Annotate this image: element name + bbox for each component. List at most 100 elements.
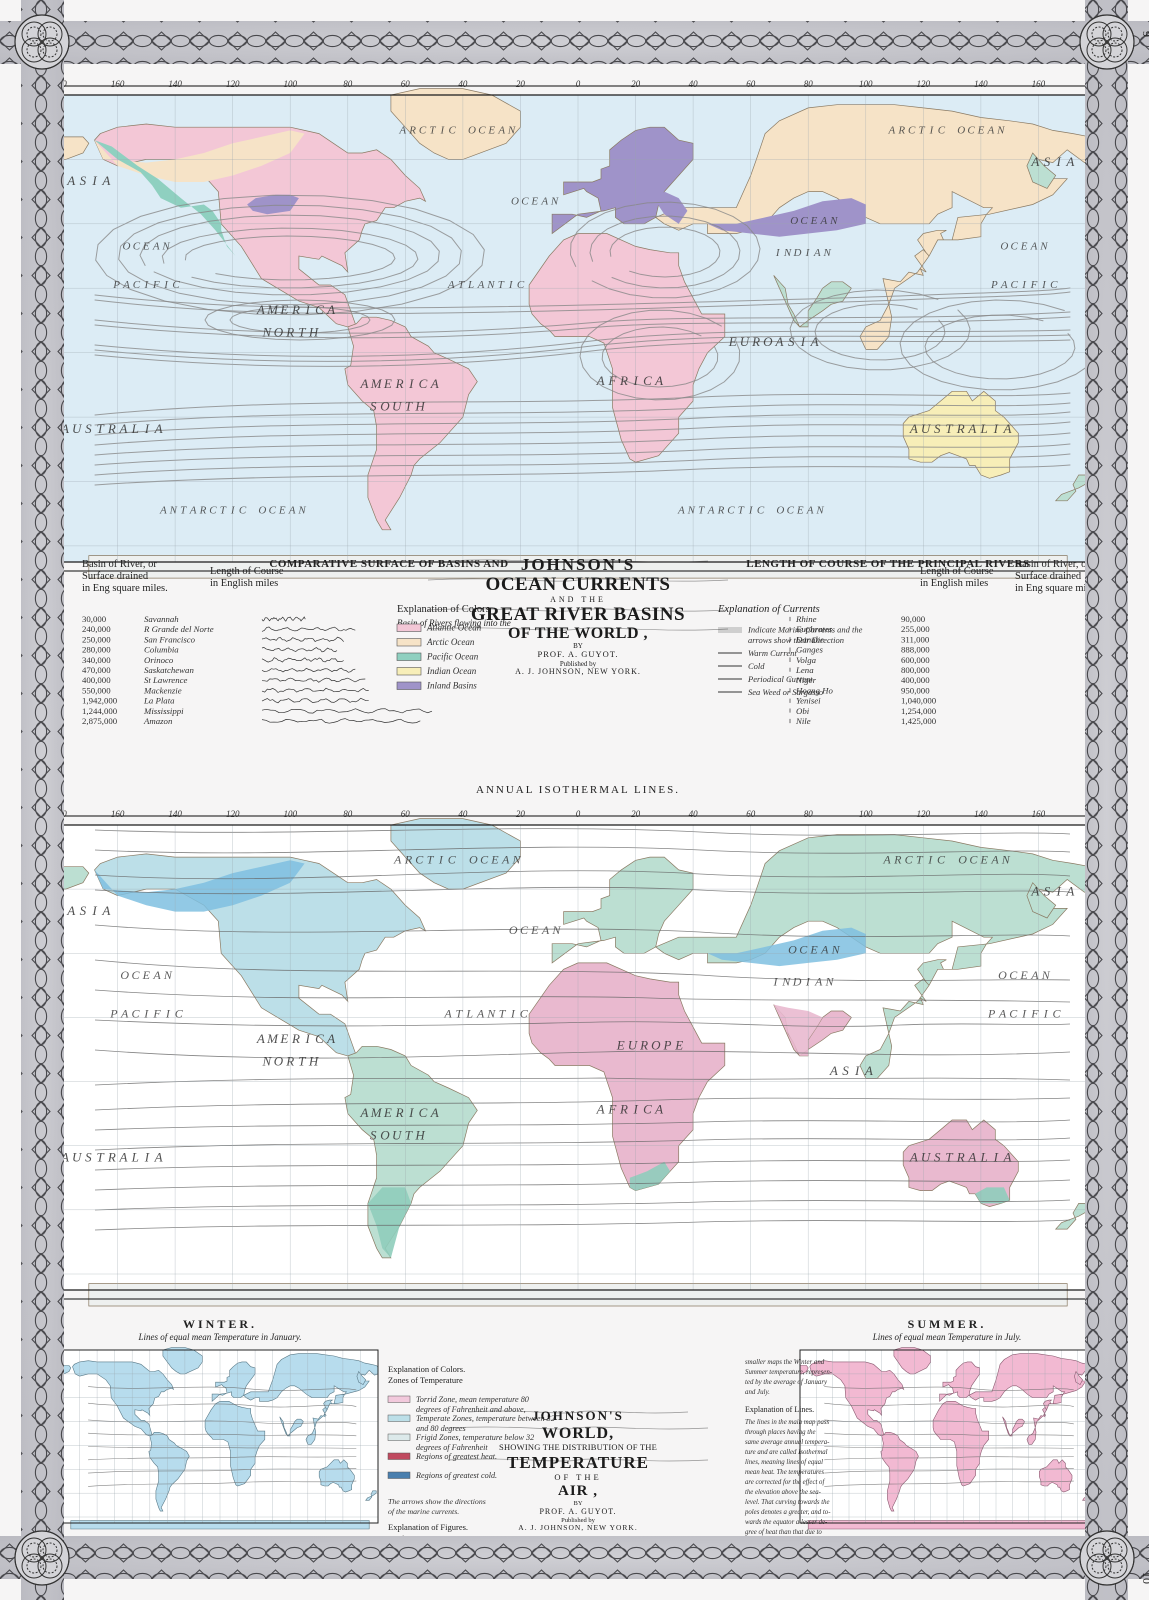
svg-text:U: U	[921, 421, 932, 436]
svg-text:P: P	[112, 279, 120, 291]
svg-text:Torrid Zone, mean temperature: Torrid Zone, mean temperature 80	[416, 1395, 529, 1404]
svg-text:T: T	[698, 505, 705, 517]
svg-text:U: U	[740, 334, 751, 349]
svg-text:in English miles: in English miles	[920, 578, 988, 589]
svg-text:S: S	[934, 1150, 941, 1165]
svg-text:A: A	[987, 125, 995, 137]
svg-text:H: H	[308, 325, 319, 340]
svg-text:A: A	[909, 1150, 918, 1165]
svg-text:C: C	[133, 279, 141, 291]
svg-text:C: C	[175, 1006, 184, 1020]
svg-text:F: F	[607, 1102, 617, 1117]
svg-text:I: I	[408, 376, 414, 391]
svg-text:lines, meaning lines of equal: lines, meaning lines of equal	[745, 1459, 823, 1466]
svg-text:N: N	[1039, 241, 1048, 253]
svg-text:H: H	[414, 1127, 425, 1142]
svg-text:A: A	[654, 373, 663, 388]
svg-text:R: R	[639, 1038, 648, 1053]
svg-text:A: A	[596, 373, 605, 388]
svg-text:E: E	[1020, 241, 1028, 253]
svg-text:R: R	[717, 505, 725, 517]
svg-text:90,000: 90,000	[901, 614, 926, 624]
svg-text:A: A	[596, 1102, 605, 1117]
svg-text:340,000: 340,000	[82, 655, 111, 665]
svg-text:M: M	[266, 1031, 279, 1046]
svg-text:of the marine currents.: of the marine currents.	[388, 1507, 459, 1516]
svg-text:T: T	[405, 399, 413, 414]
svg-text:C: C	[415, 853, 424, 867]
svg-text:U: U	[392, 1127, 403, 1142]
svg-text:A: A	[288, 505, 296, 517]
svg-text:degrees of Fahrenheit and abov: degrees of Fahrenheit and above,	[416, 1405, 526, 1414]
svg-text:C: C	[172, 279, 180, 291]
svg-text:N: N	[161, 241, 170, 253]
svg-text:A: A	[1030, 968, 1039, 982]
svg-text:A: A	[430, 1105, 439, 1120]
svg-text:I: I	[993, 1150, 999, 1165]
svg-text:20: 20	[516, 79, 526, 89]
svg-text:C: C	[643, 1102, 652, 1117]
svg-text:C: C	[787, 505, 795, 517]
svg-text:C: C	[520, 1006, 529, 1020]
svg-text:C: C	[908, 125, 916, 137]
svg-text:OF THE: OF THE	[554, 1472, 601, 1482]
svg-text:Rhine: Rhine	[795, 614, 817, 624]
svg-text:Volga: Volga	[796, 655, 817, 665]
svg-text:A. J. JOHNSON, NEW YORK.: A. J. JOHNSON, NEW YORK.	[515, 667, 641, 676]
svg-text:C: C	[478, 125, 486, 137]
svg-text:The arrows show the directions: The arrows show the directions	[388, 1497, 486, 1506]
svg-text:A: A	[1065, 884, 1074, 899]
svg-text:C: C	[967, 125, 975, 137]
svg-text:I: I	[1056, 884, 1062, 899]
svg-text:I: I	[633, 373, 639, 388]
svg-text:R: R	[199, 505, 207, 517]
svg-text:A: A	[154, 421, 163, 436]
svg-text:O: O	[120, 968, 129, 982]
svg-text:I: I	[408, 1105, 414, 1120]
svg-text:1,942,000: 1,942,000	[82, 696, 118, 706]
svg-text:S: S	[842, 1063, 849, 1078]
svg-text:E: E	[674, 1038, 683, 1053]
svg-text:U: U	[392, 399, 403, 414]
svg-text:E: E	[490, 853, 499, 867]
svg-text:Danube: Danube	[795, 634, 824, 644]
svg-text:N: N	[163, 968, 173, 982]
svg-text:R: R	[395, 376, 404, 391]
svg-text:C: C	[133, 241, 141, 253]
svg-text:A: A	[497, 125, 505, 137]
svg-text:A: A	[1003, 421, 1012, 436]
svg-text:N: N	[511, 853, 521, 867]
svg-text:N: N	[261, 325, 272, 340]
svg-text:40: 40	[458, 809, 468, 819]
svg-text:Explanation of Lines.: Explanation of Lines.	[745, 1405, 814, 1414]
svg-text:C: C	[269, 505, 277, 517]
svg-text:140: 140	[974, 79, 988, 89]
svg-text:550,000: 550,000	[82, 685, 111, 695]
svg-text:A: A	[443, 1006, 452, 1020]
svg-text:A: A	[122, 279, 130, 291]
svg-text:T: T	[220, 505, 227, 517]
svg-text:A: A	[813, 247, 821, 259]
svg-text:311,000: 311,000	[901, 634, 930, 644]
svg-text:Mississippi: Mississippi	[143, 706, 184, 716]
svg-text:AND THE: AND THE	[550, 595, 606, 604]
svg-text:140: 140	[974, 809, 988, 819]
svg-text:OF THE WORLD ,: OF THE WORLD ,	[508, 625, 648, 642]
svg-text:Arctic Ocean: Arctic Ocean	[426, 637, 475, 647]
svg-text:20: 20	[631, 79, 641, 89]
svg-text:Length of Course: Length of Course	[920, 566, 994, 577]
svg-text:P: P	[990, 279, 998, 291]
svg-text:A: A	[326, 1031, 335, 1046]
svg-text:120: 120	[226, 809, 240, 819]
svg-text:Ganges: Ganges	[796, 645, 823, 655]
svg-text:O: O	[957, 125, 965, 137]
svg-text:40: 40	[458, 79, 468, 89]
svg-text:T: T	[919, 125, 926, 137]
svg-text:GREAT RIVER BASINS: GREAT RIVER BASINS	[471, 604, 685, 625]
svg-text:A: A	[101, 173, 110, 188]
svg-text:A: A	[707, 505, 715, 517]
svg-text:U: U	[628, 1038, 639, 1053]
svg-text:E: E	[530, 923, 539, 937]
svg-text:I: I	[144, 1150, 150, 1165]
svg-text:WINTER.: WINTER.	[183, 1317, 257, 1331]
